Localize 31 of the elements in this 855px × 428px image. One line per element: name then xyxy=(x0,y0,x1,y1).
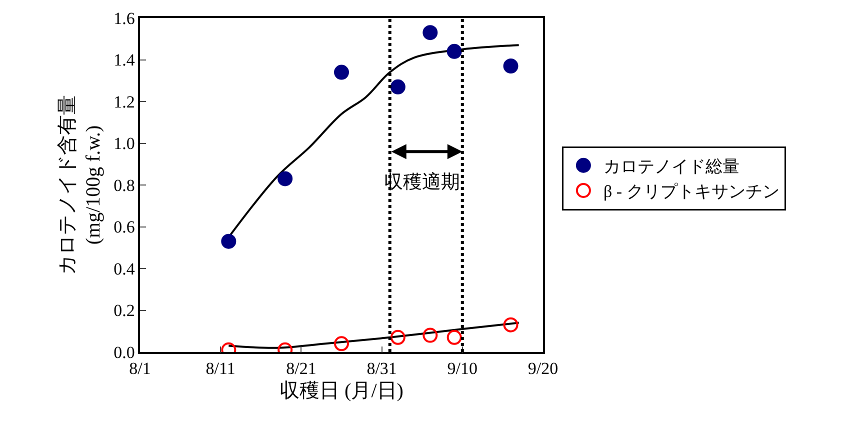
y-tick-label: 1.0 xyxy=(114,134,135,154)
y-tick-label: 1.4 xyxy=(114,50,136,70)
y-tick-label: 0.0 xyxy=(114,342,135,362)
legend-label: カロテノイド総量 xyxy=(603,157,740,176)
x-axis-title: 収穫日 (月/日) xyxy=(280,380,404,402)
y-tick-label: 0.6 xyxy=(114,218,135,237)
y-tick-label: 0.4 xyxy=(114,259,136,278)
point xyxy=(334,64,349,80)
point xyxy=(422,328,438,343)
x-tick-label: 9/20 xyxy=(528,359,558,378)
point xyxy=(278,171,293,186)
legend-label: β - クリプトキサンチン xyxy=(603,182,780,202)
point xyxy=(390,330,406,345)
point xyxy=(221,234,236,249)
point xyxy=(503,317,518,332)
point xyxy=(503,58,518,74)
point xyxy=(390,79,406,94)
y-tick-label: 1.2 xyxy=(114,92,135,112)
point xyxy=(422,25,438,40)
y-tick-label: 0.2 xyxy=(114,301,135,320)
x-tick-label: 8/1 xyxy=(129,359,151,378)
point xyxy=(334,336,349,352)
x-tick-label: 9/10 xyxy=(447,359,478,378)
point xyxy=(446,330,462,345)
x-tick-label: 8/21 xyxy=(286,359,316,378)
y-tick-label: 1.6 xyxy=(114,8,135,28)
point xyxy=(446,44,462,59)
x-tick-label: 8/31 xyxy=(366,359,397,378)
y-tick-label: 0.8 xyxy=(114,176,135,195)
x-tick-label: 8/11 xyxy=(206,359,236,378)
y-axis-title: カロテノイド含有量 (mg/100g f.w.) xyxy=(56,95,105,275)
